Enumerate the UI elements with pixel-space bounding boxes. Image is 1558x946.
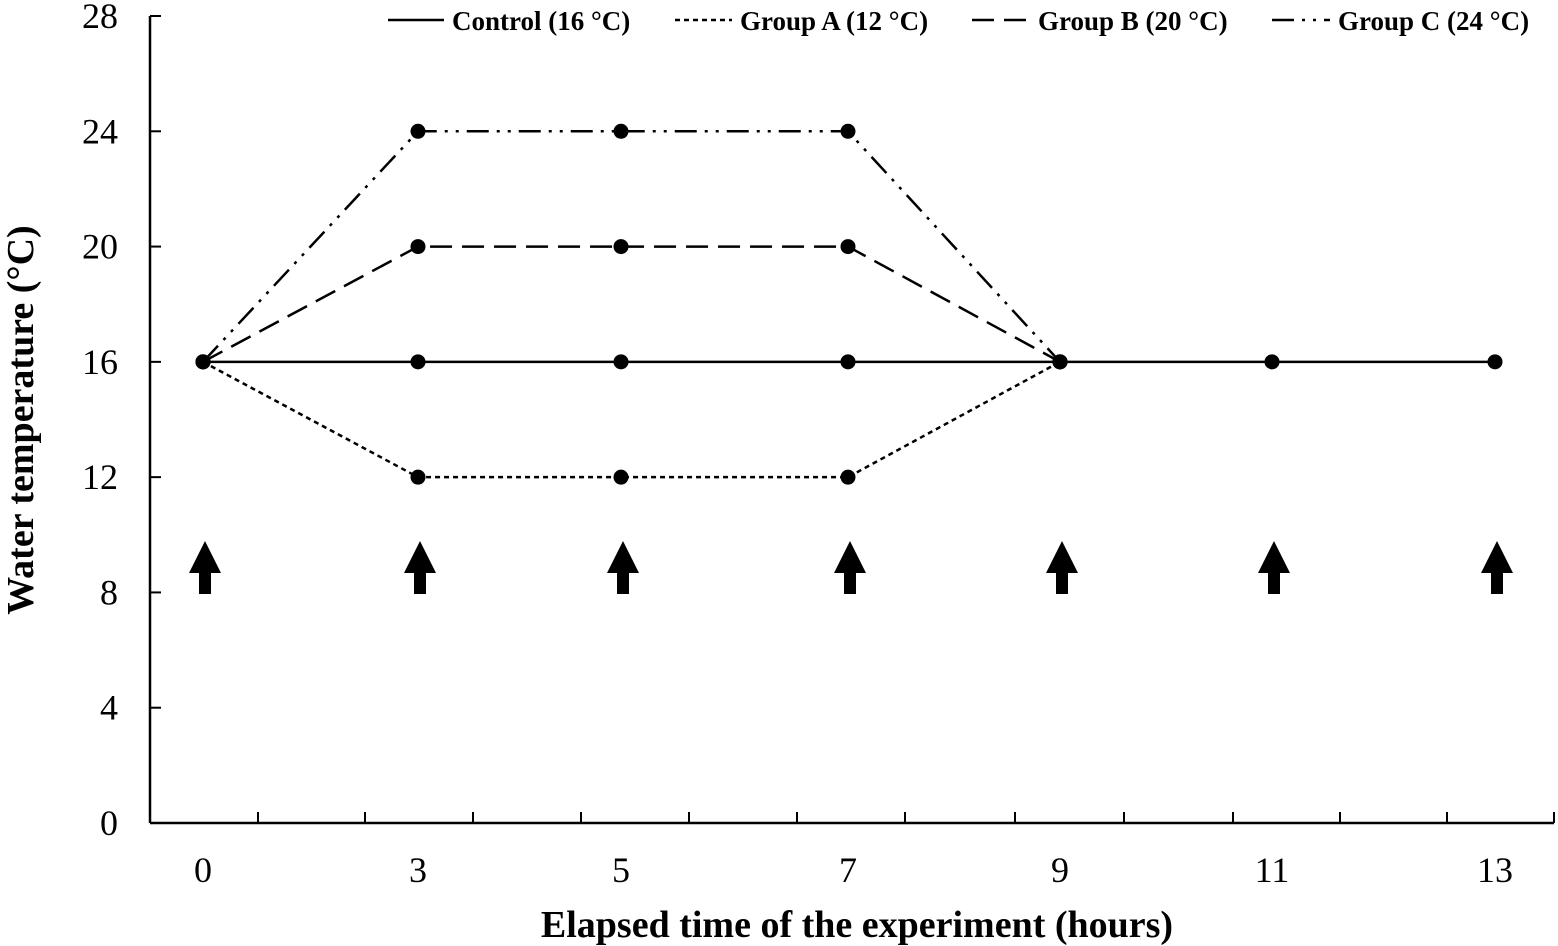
x-tick-label: 7 (839, 850, 857, 890)
sampling-arrow (1258, 541, 1290, 594)
y-tick-label: 16 (82, 342, 118, 382)
sampling-arrow (404, 541, 436, 594)
x-tick-label: 3 (409, 850, 427, 890)
data-point (195, 354, 211, 370)
x-axis-title: Elapsed time of the experiment (hours) (541, 904, 1173, 946)
legend-label: Group C (24 °C) (1338, 6, 1529, 36)
legend-label: Group B (20 °C) (1038, 6, 1228, 36)
y-tick-label: 12 (82, 457, 118, 497)
data-point (410, 354, 426, 370)
data-point (613, 123, 629, 139)
sampling-arrow (1046, 541, 1078, 594)
data-point (410, 123, 426, 139)
data-point (613, 239, 629, 255)
x-tick-label: 0 (194, 850, 212, 890)
sampling-arrow (189, 541, 221, 594)
series-group (195, 123, 1503, 485)
axes (148, 16, 1554, 825)
sampling-arrow (834, 541, 866, 594)
data-point (840, 354, 856, 370)
y-axis-title: Water temperature (°C) (0, 225, 42, 614)
data-point (840, 469, 856, 485)
axis-ticks: 0 4 8 12 16 20 24 28 0 3 5 7 9 11 13 (82, 0, 1555, 890)
series-line-dash-dot-dot (202, 130, 1061, 363)
y-tick-label: 20 (82, 227, 118, 267)
data-point (613, 354, 629, 370)
y-tick-label: 8 (100, 572, 118, 612)
y-tick-label: 28 (82, 0, 118, 36)
data-point (410, 239, 426, 255)
data-point (613, 469, 629, 485)
data-point (1264, 354, 1280, 370)
y-tick-label: 24 (82, 111, 118, 151)
data-point (840, 123, 856, 139)
data-point (840, 239, 856, 255)
y-tick-label: 0 (100, 803, 118, 843)
x-tick-label: 5 (612, 850, 630, 890)
y-tick-label: 4 (100, 688, 118, 728)
data-point (1487, 354, 1503, 370)
series-line-dashed (202, 245, 1061, 363)
sampling-arrow (1481, 541, 1513, 594)
sampling-arrows (189, 541, 1513, 594)
x-tick-label: 9 (1051, 850, 1069, 890)
data-point (410, 469, 426, 485)
data-point (1052, 354, 1068, 370)
legend-label: Group A (12 °C) (740, 6, 928, 36)
x-tick-label: 13 (1477, 850, 1513, 890)
sampling-arrow (607, 541, 639, 594)
legend-label: Control (16 °C) (452, 6, 630, 36)
x-tick-label: 11 (1255, 850, 1290, 890)
series-line-dotted (202, 360, 1061, 479)
legend: Control (16 °C) Group A (12 °C) Group B (2… (388, 6, 1529, 36)
